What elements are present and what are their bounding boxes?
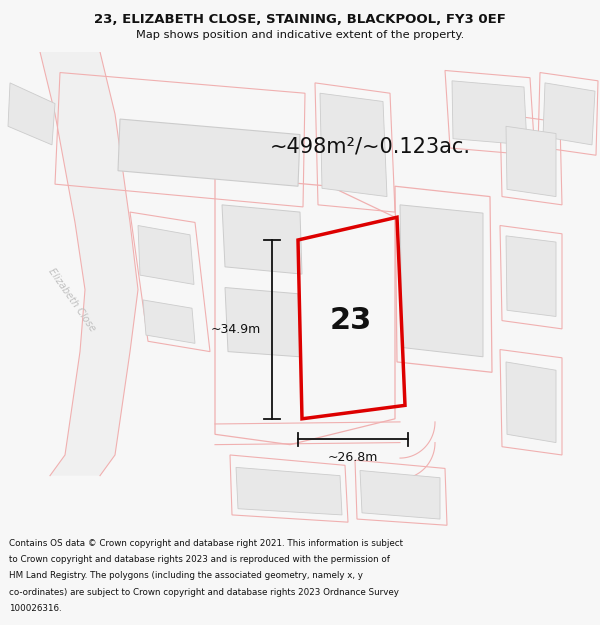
Polygon shape [506, 362, 556, 442]
Text: ~34.9m: ~34.9m [211, 323, 261, 336]
Text: 23: 23 [329, 306, 371, 335]
Text: co-ordinates) are subject to Crown copyright and database rights 2023 Ordnance S: co-ordinates) are subject to Crown copyr… [9, 588, 399, 596]
Polygon shape [225, 288, 300, 357]
Polygon shape [222, 205, 302, 274]
Polygon shape [320, 93, 387, 197]
Polygon shape [452, 81, 527, 145]
Polygon shape [8, 83, 55, 145]
Polygon shape [543, 83, 595, 145]
Polygon shape [143, 300, 195, 343]
Text: 23, ELIZABETH CLOSE, STAINING, BLACKPOOL, FY3 0EF: 23, ELIZABETH CLOSE, STAINING, BLACKPOOL… [94, 13, 506, 26]
Polygon shape [400, 205, 483, 357]
Text: Elizabeth Close: Elizabeth Close [46, 266, 98, 333]
Text: ~26.8m: ~26.8m [328, 451, 378, 464]
Text: HM Land Registry. The polygons (including the associated geometry, namely x, y: HM Land Registry. The polygons (includin… [9, 571, 363, 581]
Text: to Crown copyright and database rights 2023 and is reproduced with the permissio: to Crown copyright and database rights 2… [9, 555, 390, 564]
Polygon shape [138, 226, 194, 284]
Polygon shape [506, 126, 556, 197]
Polygon shape [236, 468, 342, 515]
Polygon shape [506, 236, 556, 316]
Polygon shape [118, 119, 300, 186]
Polygon shape [40, 52, 138, 476]
Polygon shape [360, 471, 440, 519]
Text: Contains OS data © Crown copyright and database right 2021. This information is : Contains OS data © Crown copyright and d… [9, 539, 403, 548]
Text: ~498m²/~0.123ac.: ~498m²/~0.123ac. [269, 137, 470, 157]
Text: Map shows position and indicative extent of the property.: Map shows position and indicative extent… [136, 31, 464, 41]
Text: 100026316.: 100026316. [9, 604, 62, 612]
